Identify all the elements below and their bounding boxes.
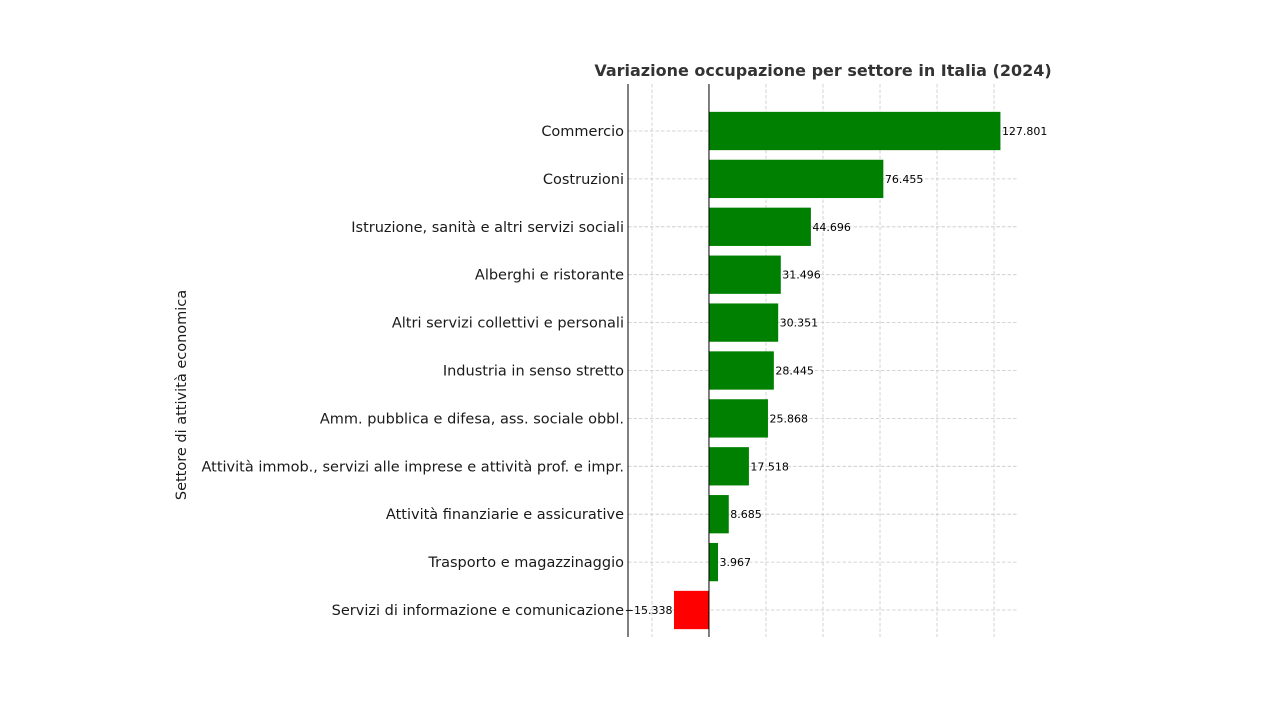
bar-amm-pubblica-e-difesa-ass-sociale-obbl (708, 399, 768, 438)
bar-commercio (708, 111, 1001, 151)
bars (673, 111, 1001, 630)
category-label-amm-pubblica-e-difesa-ass-sociale-obbl: Amm. pubblica e difesa, ass. sociale obb… (320, 411, 624, 427)
category-label-commercio: Commercio (541, 124, 624, 140)
y-axis-label: Settore di attività economica (174, 290, 190, 500)
category-label-attivita-immob-servizi-alle-imprese-e-attivita-prof-e-impr: Attività immob., servizi alle imprese e … (201, 459, 624, 475)
value-label-alberghi-e-ristorante: 31.496 (782, 269, 821, 282)
category-label-istruzione-sanita-e-altri-servizi-sociali: Istruzione, sanità e altri servizi socia… (351, 220, 624, 236)
bar-alberghi-e-ristorante (708, 255, 781, 294)
category-label-attivita-finanziarie-e-assicurative: Attività finanziarie e assicurative (386, 507, 624, 523)
value-label-servizi-di-informazione-e-comunicazione: −15.338 (625, 604, 673, 617)
value-label-istruzione-sanita-e-altri-servizi-sociali: 44.696 (812, 221, 851, 234)
category-label-alberghi-e-ristorante: Alberghi e ristorante (475, 268, 624, 284)
bar-trasporto-e-magazzinaggio (708, 542, 719, 582)
bar-servizi-di-informazione-e-comunicazione (673, 590, 709, 630)
chart-title: Variazione occupazione per settore in It… (594, 61, 1051, 80)
bar-altri-servizi-collettivi-e-personali (708, 303, 779, 342)
category-label-industria-in-senso-stretto: Industria in senso stretto (443, 364, 624, 380)
category-label-costruzioni: Costruzioni (543, 172, 624, 188)
value-label-trasporto-e-magazzinaggio: 3.967 (720, 556, 752, 569)
labels: Commercio Costruzioni Istruzione, sanità e… (201, 124, 1047, 619)
bar-costruzioni (708, 159, 884, 199)
bar-istruzione-sanita-e-altri-servizi-sociali (708, 207, 811, 246)
value-label-costruzioni: 76.455 (885, 173, 924, 186)
bar-attivita-finanziarie-e-assicurative (708, 495, 729, 534)
category-label-servizi-di-informazione-e-comunicazione: Servizi di informazione e comunicazione (332, 603, 624, 619)
category-label-trasporto-e-magazzinaggio: Trasporto e magazzinaggio (427, 555, 624, 571)
value-label-attivita-finanziarie-e-assicurative: 8.685 (730, 508, 762, 521)
value-label-commercio: 127.801 (1002, 125, 1048, 138)
bar-attivita-immob-servizi-alle-imprese-e-attivita-prof-e-impr (708, 447, 749, 486)
value-label-altri-servizi-collettivi-e-personali: 30.351 (780, 317, 819, 330)
value-label-attivita-immob-servizi-alle-imprese-e-attivita-prof-e-impr: 17.518 (750, 460, 789, 473)
category-label-altri-servizi-collettivi-e-personali: Altri servizi collettivi e personali (392, 316, 624, 332)
axes (627, 84, 710, 637)
value-label-amm-pubblica-e-difesa-ass-sociale-obbl: 25.868 (769, 412, 808, 425)
bar-industria-in-senso-stretto (708, 351, 774, 390)
value-label-industria-in-senso-stretto: 28.445 (775, 365, 814, 378)
